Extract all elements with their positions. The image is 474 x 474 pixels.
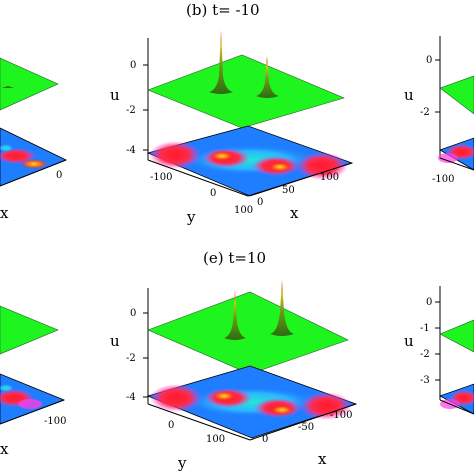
panel-c-x-tick-0: -100 <box>432 174 454 185</box>
panel-f-z-label: u <box>404 332 414 350</box>
panel-b-y-tick-2: 100 <box>234 205 253 216</box>
panel-b: (b) t= -10 0 -2 -4 u -100 0 100 <box>110 1 354 226</box>
panel-e-z-tick-2: -4 <box>126 392 136 403</box>
panel-d-colormap <box>0 373 66 425</box>
panel-e-y-label: y <box>177 454 187 472</box>
panel-b-x-tick-0: 0 <box>257 197 263 208</box>
panel-c-z-tick-1: -2 <box>420 107 430 118</box>
panel-e-x-tick-0: 0 <box>262 434 268 445</box>
panel-e-colormap <box>146 365 358 439</box>
panel-c-y-axis <box>439 157 474 171</box>
panel-e-y-tick-0: 0 <box>168 420 174 431</box>
panel-b-z-tick-2: -4 <box>126 145 136 156</box>
panel-b-peak-2 <box>256 56 279 98</box>
panel-c-z-label: u <box>404 86 414 104</box>
panel-f: 0 -1 -2 -3 u <box>404 286 474 415</box>
panel-d: -100 x <box>0 305 66 458</box>
panel-b-y-tick-0: -100 <box>150 172 172 183</box>
panel-f-colormap <box>439 383 474 415</box>
panel-b-y-label: y <box>186 208 196 226</box>
panel-b-z-tick-0: 0 <box>130 60 136 71</box>
panel-e-y-tick-1: 100 <box>206 434 225 445</box>
panel-d-surface <box>0 305 59 355</box>
panel-b-x-axis <box>247 162 353 197</box>
panel-a-x-tick-0: 0 <box>56 170 62 181</box>
panel-e-x-axis <box>249 403 357 441</box>
panel-c-z-tick-0: 0 <box>426 55 432 66</box>
panel-b-title: (b) t= -10 <box>186 1 260 19</box>
panel-e-title: (e) t=10 <box>203 249 266 267</box>
panel-a-peak-base <box>2 86 14 88</box>
panel-b-z-label: u <box>110 86 120 104</box>
panel-b-y-axis <box>147 159 249 197</box>
panel-e-peak-1 <box>224 290 246 340</box>
panel-d-x-tick-0: -100 <box>44 416 66 427</box>
panel-a: 0 x <box>0 57 67 222</box>
panel-b-surface <box>147 54 345 129</box>
panel-e-z-tick-1: -2 <box>126 353 136 364</box>
panel-e-y-axis <box>147 403 251 441</box>
panel-b-x-tick-2: 100 <box>320 172 339 183</box>
panel-d-x-axis <box>0 399 65 425</box>
panel-a-x-axis <box>0 159 67 187</box>
panel-e-peak-2 <box>270 280 294 336</box>
panel-c-colormap <box>438 137 474 171</box>
panel-b-y-tick-1: 0 <box>210 188 216 199</box>
panel-f-surface <box>439 319 474 353</box>
panel-c-surface <box>439 75 474 115</box>
panel-b-x-tick-1: 50 <box>282 185 295 196</box>
panel-a-x-label: x <box>0 204 9 222</box>
panel-b-z-tick-1: -2 <box>126 105 136 116</box>
panel-f-z-tick-2: -2 <box>420 349 430 360</box>
panel-e-x-tick-1: -50 <box>298 422 314 433</box>
panel-f-z-tick-0: 0 <box>426 297 432 308</box>
panel-e-z-label: u <box>110 332 120 350</box>
panel-e-x-tick-2: -100 <box>330 410 352 421</box>
panel-f-z-tick-3: -3 <box>420 375 430 386</box>
panel-e-x-label: x <box>318 450 327 468</box>
panel-b-peak-1 <box>209 30 233 94</box>
panel-e: (e) t=10 0 -2 -4 u 0 100 0 -50 -100 y x <box>110 249 358 472</box>
panel-a-colormap <box>0 127 67 187</box>
panel-e-surface <box>147 291 349 375</box>
panel-b-x-label: x <box>290 204 299 222</box>
panel-d-x-label: x <box>0 440 9 458</box>
panel-b-colormap <box>146 125 354 197</box>
panel-f-z-tick-1: -1 <box>420 323 430 334</box>
panel-c: 0 -2 u -100 <box>404 36 474 185</box>
panel-e-z-tick-0: 0 <box>130 308 136 319</box>
panel-a-surface <box>0 57 59 111</box>
panel-f-y-axis <box>439 399 474 415</box>
